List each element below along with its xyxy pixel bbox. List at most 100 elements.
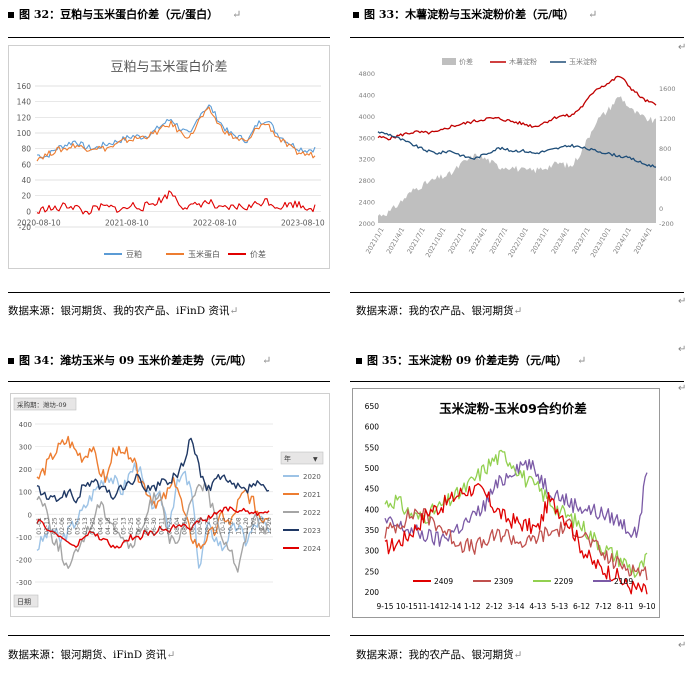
x-tick-label: 2023-08-10 bbox=[281, 218, 325, 227]
legend-label: 2021 bbox=[303, 491, 321, 499]
margin-mark: ↵ bbox=[678, 42, 687, 53]
y-tick-label: 60 bbox=[21, 160, 31, 169]
chart-35-svg: 玉米淀粉-玉米09合约价差 650 600 550 500 450 400 350 300 250… bbox=[365, 401, 656, 611]
x-tick-label: 2024/4/1 bbox=[632, 226, 654, 255]
x-tick-label: 10-15 bbox=[220, 517, 227, 535]
y-tick-label: 120 bbox=[17, 113, 32, 122]
x-tick-label: 11-20 bbox=[243, 517, 250, 535]
y-tick-label: 200 bbox=[365, 588, 380, 597]
y-tick-label: 160 bbox=[17, 82, 32, 91]
spread-area bbox=[378, 96, 656, 223]
x-tick-label: 2022/4/1 bbox=[467, 226, 489, 255]
legend-label: 豆粕 bbox=[126, 249, 142, 259]
y-tick-label: 0 bbox=[26, 207, 31, 216]
y-left-tick-label: 2800 bbox=[358, 177, 375, 185]
x-tick-label: 2022/1/1 bbox=[447, 226, 469, 255]
y-left-tick-label: 3600 bbox=[358, 134, 375, 142]
y-right-tick-label: 400 bbox=[659, 175, 671, 183]
chart-32-svg: 豆粕与玉米蛋白价差 160 140 120 100 80 60 40 20 0 -202020-08… bbox=[17, 59, 325, 259]
x-tick-label: 8-11 bbox=[617, 602, 634, 611]
x-tick-label: 08-04 bbox=[174, 517, 181, 535]
chart-35-panel: 玉米淀粉-玉米09合约价差 650 600 550 500 450 400 350 300 250… bbox=[352, 388, 660, 618]
chart-33-svg: 4800440040003600320028002400200016001200… bbox=[358, 57, 676, 259]
figure-33-caption: 图 33：木薯淀粉与玉米淀粉价差（元/吨） ↵ bbox=[353, 6, 597, 22]
legend-swatch bbox=[442, 58, 456, 65]
y-tick-label: 450 bbox=[365, 485, 380, 494]
y-tick-label: 550 bbox=[365, 443, 380, 452]
y-left-tick-label: 4000 bbox=[358, 113, 375, 121]
legend-label: 2022 bbox=[303, 509, 321, 517]
chart-title: 豆粕与玉米蛋白价差 bbox=[110, 59, 227, 75]
x-tick-label: 2022-08-10 bbox=[193, 218, 237, 227]
x-tick-label: 2021-08-10 bbox=[105, 218, 149, 227]
legend-label: 玉米淀粉 bbox=[569, 57, 597, 66]
series-line-2309 bbox=[384, 508, 648, 581]
legend-filter-button bbox=[280, 451, 324, 465]
y-left-tick-label: 4400 bbox=[358, 91, 375, 99]
series-line-玉米蛋白 bbox=[36, 106, 316, 162]
x-tick-label: 02-18 bbox=[67, 517, 74, 535]
legend-label: 玉米蛋白 bbox=[188, 249, 220, 259]
x-tick-label: 05-25 bbox=[128, 517, 135, 535]
y-tick-label: 350 bbox=[365, 526, 380, 535]
x-tick-label: 08-28 bbox=[189, 517, 196, 535]
x-tick-label: 4-13 bbox=[529, 602, 546, 611]
source-note-3: 数据来源：银河期货、iFinD 资讯↵ bbox=[8, 649, 176, 661]
x-tick-label: 02-06 bbox=[59, 517, 66, 535]
return-mark: ↵ bbox=[588, 8, 598, 21]
y-tick-label: 0 bbox=[28, 511, 32, 519]
x-tick-label: 01-25 bbox=[51, 517, 58, 535]
x-tick-label: 09-09 bbox=[197, 517, 204, 535]
x-tick-label: 04-06 bbox=[97, 517, 104, 535]
axis-field-button bbox=[13, 594, 39, 608]
y-right-tick-label: 0 bbox=[659, 205, 663, 213]
legend-label: 2309 bbox=[494, 577, 513, 586]
x-tick-label: 03-01 bbox=[74, 517, 81, 535]
source-note-2: 数据来源：我的农产品、银河期货↵ bbox=[356, 305, 523, 317]
x-tick-label: 2023/7/1 bbox=[570, 226, 592, 255]
section-divider bbox=[350, 635, 684, 636]
legend-label: 2209 bbox=[554, 577, 573, 586]
x-tick-label: 06-18 bbox=[143, 517, 150, 535]
bullet-square-icon bbox=[8, 12, 14, 18]
bullet-square-icon bbox=[8, 358, 14, 364]
x-tick-label: 2023/1/1 bbox=[529, 226, 551, 255]
x-tick-label: 12-02 bbox=[251, 517, 258, 535]
series-line-2022 bbox=[36, 481, 270, 573]
x-tick-label: 03-25 bbox=[90, 517, 97, 535]
x-tick-label: 01-13 bbox=[44, 517, 51, 535]
series-line-2109 bbox=[384, 458, 648, 547]
y-tick-label: -200 bbox=[16, 556, 32, 564]
margin-mark: ↵ bbox=[678, 640, 687, 651]
x-tick-label: 9-10 bbox=[638, 602, 655, 611]
y-tick-label: 40 bbox=[21, 176, 31, 185]
y-tick-label: 200 bbox=[19, 466, 32, 474]
x-tick-label: 2023/4/1 bbox=[550, 226, 572, 255]
y-tick-label: -20 bbox=[19, 223, 31, 232]
series-line-2409 bbox=[384, 483, 648, 595]
x-tick-label: 09-21 bbox=[205, 517, 212, 535]
y-right-tick-label: 1600 bbox=[659, 85, 676, 93]
x-tick-label: 01-01 bbox=[36, 517, 43, 535]
x-tick-label: 1-12 bbox=[464, 602, 481, 611]
x-tick-label: 06-06 bbox=[136, 517, 143, 535]
y-tick-label: 400 bbox=[19, 421, 32, 429]
series-line-豆粕 bbox=[36, 104, 316, 159]
y-left-tick-label: 4800 bbox=[358, 70, 375, 78]
x-tick-label: 2022/7/1 bbox=[488, 226, 510, 255]
bullet-square-icon bbox=[353, 12, 359, 18]
y-tick-label: 20 bbox=[21, 192, 31, 201]
series-line-cassava bbox=[377, 75, 657, 141]
source-note-4: 数据来源：我的农产品、银河期货↵ bbox=[356, 649, 523, 661]
y-tick-label: 400 bbox=[365, 505, 380, 514]
source-note-1: 数据来源：银河期货、我的农产品、iFinD 资讯↵ bbox=[8, 305, 239, 317]
legend-title: 年 bbox=[284, 454, 291, 463]
x-tick-label: 11-08 bbox=[235, 517, 242, 535]
x-tick-label: 10-27 bbox=[228, 517, 235, 535]
y-tick-label: 100 bbox=[19, 489, 32, 497]
series-line-2024 bbox=[36, 506, 270, 549]
filter-field-button bbox=[13, 397, 77, 411]
chart-title: 玉米淀粉-玉米09合约价差 bbox=[439, 401, 587, 416]
legend-label: 2109 bbox=[614, 577, 633, 586]
